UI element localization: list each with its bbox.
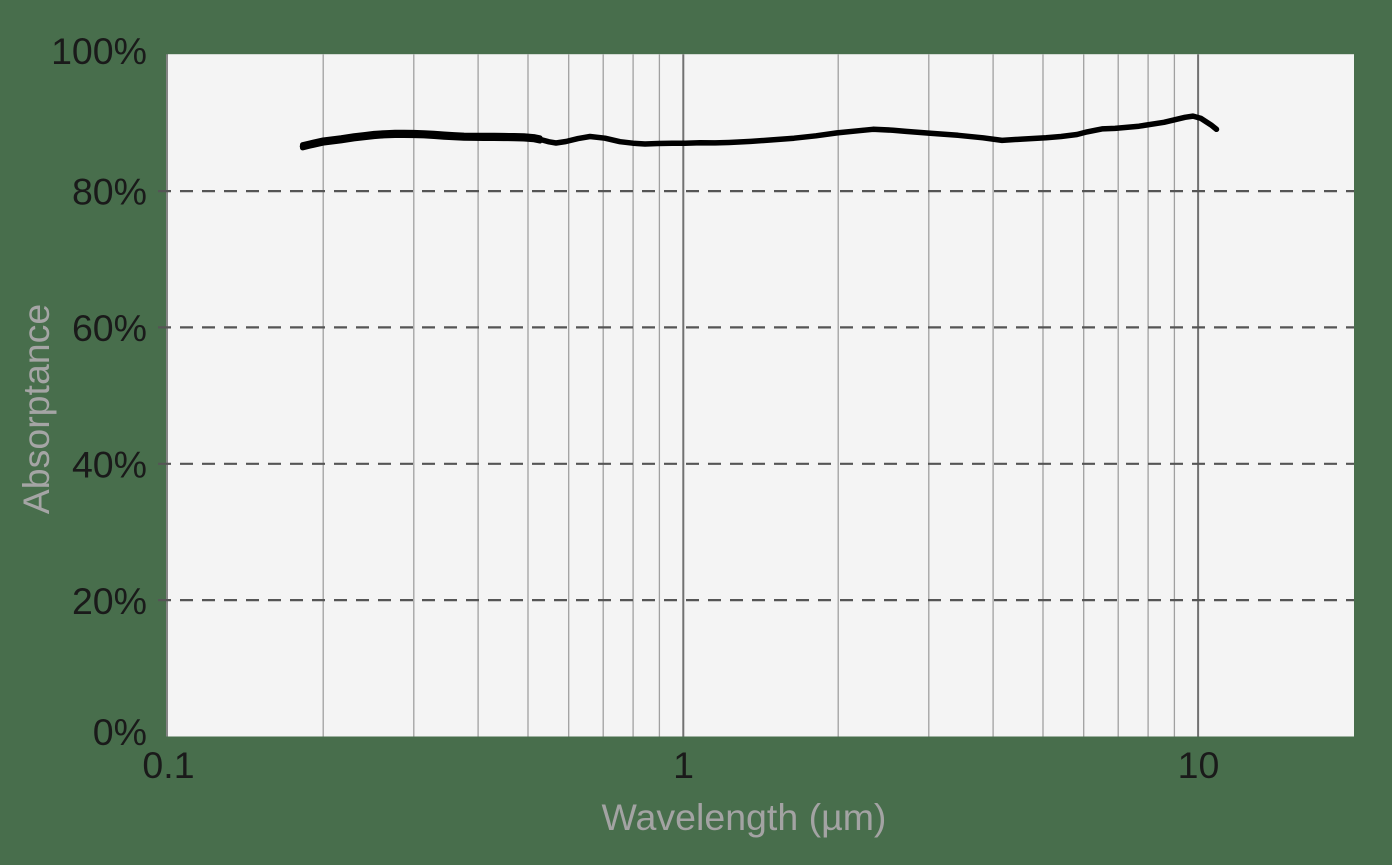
svg-text:100%: 100% <box>51 30 147 72</box>
svg-text:80%: 80% <box>72 171 147 213</box>
svg-text:0.1: 0.1 <box>142 744 194 786</box>
svg-text:0%: 0% <box>93 711 147 753</box>
svg-text:40%: 40% <box>72 444 147 486</box>
svg-text:Absorptance: Absorptance <box>15 304 57 515</box>
svg-text:Wavelength (µm): Wavelength (µm) <box>602 796 887 838</box>
svg-text:1: 1 <box>673 744 694 786</box>
svg-text:60%: 60% <box>72 307 147 349</box>
svg-text:20%: 20% <box>72 580 147 622</box>
svg-text:10: 10 <box>1178 744 1220 786</box>
